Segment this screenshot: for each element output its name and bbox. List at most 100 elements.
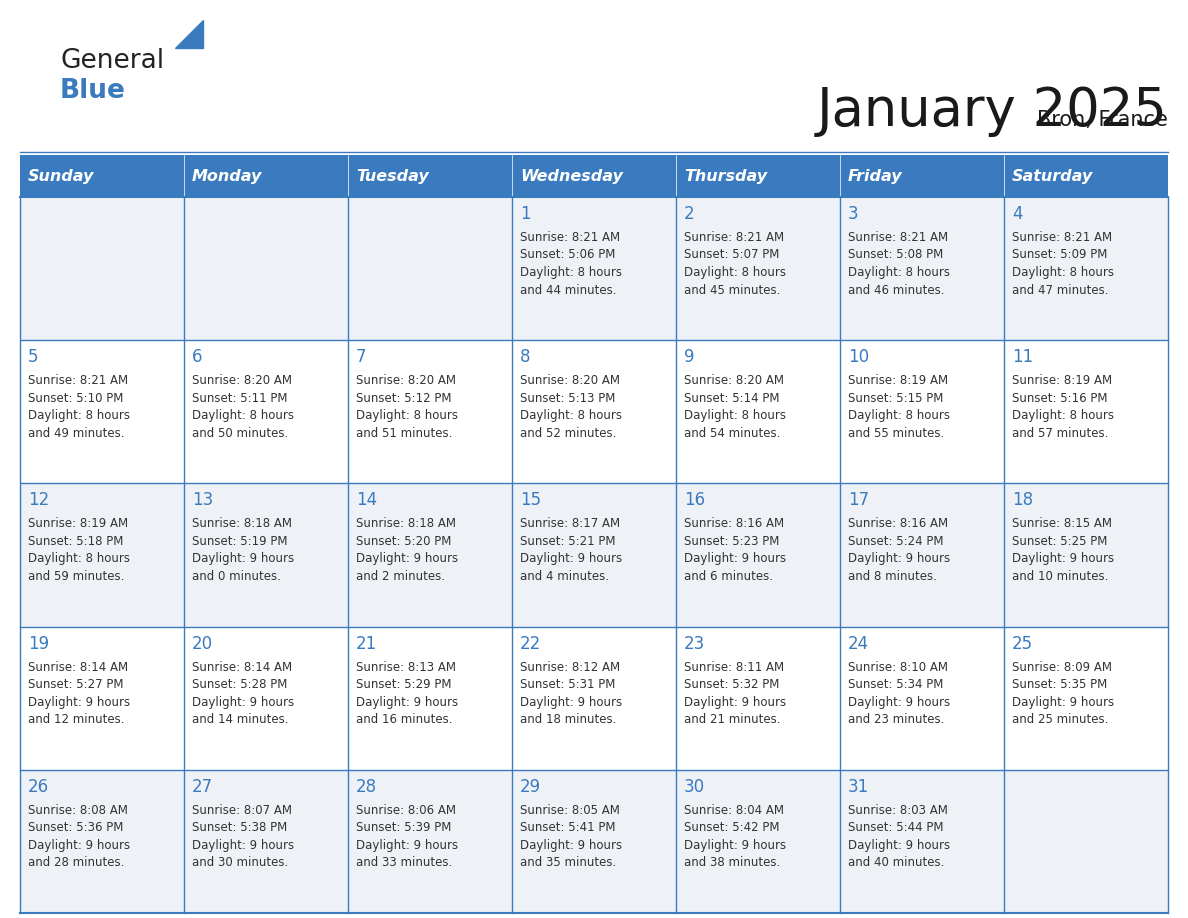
Text: Sunrise: 8:20 AM: Sunrise: 8:20 AM — [192, 375, 292, 387]
Text: Blue: Blue — [61, 78, 126, 104]
Text: 26: 26 — [29, 778, 49, 796]
Text: Daylight: 9 hours: Daylight: 9 hours — [192, 696, 295, 709]
Text: Daylight: 9 hours: Daylight: 9 hours — [356, 839, 459, 852]
Text: Daylight: 8 hours: Daylight: 8 hours — [29, 553, 129, 565]
Text: 12: 12 — [29, 491, 49, 509]
Text: 16: 16 — [684, 491, 706, 509]
Bar — [840, 770, 1004, 913]
Bar — [184, 770, 348, 913]
Bar — [840, 627, 1004, 770]
Bar — [512, 155, 676, 197]
Text: Friday: Friday — [848, 169, 903, 184]
Text: 15: 15 — [520, 491, 541, 509]
Text: Sunset: 5:21 PM: Sunset: 5:21 PM — [520, 535, 615, 548]
Bar — [348, 197, 512, 341]
Text: Sunset: 5:38 PM: Sunset: 5:38 PM — [192, 822, 287, 834]
Bar — [348, 770, 512, 913]
Bar — [676, 627, 840, 770]
Text: Daylight: 8 hours: Daylight: 8 hours — [1012, 409, 1114, 422]
Text: and 14 minutes.: and 14 minutes. — [192, 713, 289, 726]
Text: and 8 minutes.: and 8 minutes. — [848, 570, 937, 583]
Bar — [20, 197, 184, 341]
Text: Sunrise: 8:14 AM: Sunrise: 8:14 AM — [192, 661, 292, 674]
Bar — [676, 484, 840, 627]
Text: Daylight: 8 hours: Daylight: 8 hours — [520, 266, 623, 279]
Text: Sunset: 5:13 PM: Sunset: 5:13 PM — [520, 392, 615, 405]
Bar — [1004, 770, 1168, 913]
Text: Daylight: 8 hours: Daylight: 8 hours — [848, 266, 950, 279]
Text: and 51 minutes.: and 51 minutes. — [356, 427, 453, 440]
Text: Daylight: 8 hours: Daylight: 8 hours — [684, 266, 786, 279]
Bar — [20, 627, 184, 770]
Bar — [512, 197, 676, 341]
Text: Sunday: Sunday — [29, 169, 94, 184]
Text: and 30 minutes.: and 30 minutes. — [192, 856, 289, 869]
Text: Sunrise: 8:21 AM: Sunrise: 8:21 AM — [29, 375, 128, 387]
Text: Daylight: 8 hours: Daylight: 8 hours — [29, 409, 129, 422]
Bar — [348, 341, 512, 484]
Text: Sunset: 5:10 PM: Sunset: 5:10 PM — [29, 392, 124, 405]
Text: Sunset: 5:25 PM: Sunset: 5:25 PM — [1012, 535, 1107, 548]
Bar — [184, 484, 348, 627]
Text: and 25 minutes.: and 25 minutes. — [1012, 713, 1108, 726]
Text: Sunrise: 8:20 AM: Sunrise: 8:20 AM — [684, 375, 784, 387]
Text: and 59 minutes.: and 59 minutes. — [29, 570, 125, 583]
Text: Daylight: 9 hours: Daylight: 9 hours — [1012, 696, 1114, 709]
Text: and 46 minutes.: and 46 minutes. — [848, 284, 944, 297]
Text: 3: 3 — [848, 205, 859, 223]
Text: Sunset: 5:07 PM: Sunset: 5:07 PM — [684, 249, 779, 262]
Text: Daylight: 9 hours: Daylight: 9 hours — [192, 553, 295, 565]
Text: Sunrise: 8:21 AM: Sunrise: 8:21 AM — [684, 231, 784, 244]
Text: Sunrise: 8:09 AM: Sunrise: 8:09 AM — [1012, 661, 1112, 674]
Text: General: General — [61, 48, 164, 74]
Text: and 33 minutes.: and 33 minutes. — [356, 856, 453, 869]
Text: Sunrise: 8:10 AM: Sunrise: 8:10 AM — [848, 661, 948, 674]
Text: Daylight: 9 hours: Daylight: 9 hours — [684, 696, 786, 709]
Text: Sunset: 5:06 PM: Sunset: 5:06 PM — [520, 249, 615, 262]
Text: Sunset: 5:39 PM: Sunset: 5:39 PM — [356, 822, 451, 834]
Text: Sunset: 5:29 PM: Sunset: 5:29 PM — [356, 678, 451, 691]
Bar — [840, 341, 1004, 484]
Bar — [348, 627, 512, 770]
Text: Sunset: 5:41 PM: Sunset: 5:41 PM — [520, 822, 615, 834]
Text: 5: 5 — [29, 348, 38, 366]
Text: Daylight: 9 hours: Daylight: 9 hours — [520, 553, 623, 565]
Text: Daylight: 9 hours: Daylight: 9 hours — [520, 696, 623, 709]
Text: Sunrise: 8:12 AM: Sunrise: 8:12 AM — [520, 661, 620, 674]
Text: and 18 minutes.: and 18 minutes. — [520, 713, 617, 726]
Text: Sunset: 5:32 PM: Sunset: 5:32 PM — [684, 678, 779, 691]
Text: 27: 27 — [192, 778, 213, 796]
Text: Daylight: 9 hours: Daylight: 9 hours — [848, 839, 950, 852]
Text: and 4 minutes.: and 4 minutes. — [520, 570, 609, 583]
Text: Daylight: 9 hours: Daylight: 9 hours — [520, 839, 623, 852]
Text: 25: 25 — [1012, 634, 1034, 653]
Bar — [1004, 341, 1168, 484]
Bar — [512, 341, 676, 484]
Text: Daylight: 9 hours: Daylight: 9 hours — [848, 553, 950, 565]
Text: Daylight: 9 hours: Daylight: 9 hours — [356, 553, 459, 565]
Text: Sunset: 5:12 PM: Sunset: 5:12 PM — [356, 392, 451, 405]
Text: Sunset: 5:34 PM: Sunset: 5:34 PM — [848, 678, 943, 691]
Bar — [348, 484, 512, 627]
Text: Sunrise: 8:21 AM: Sunrise: 8:21 AM — [520, 231, 620, 244]
Text: Daylight: 9 hours: Daylight: 9 hours — [684, 553, 786, 565]
Text: and 38 minutes.: and 38 minutes. — [684, 856, 781, 869]
Text: Sunset: 5:24 PM: Sunset: 5:24 PM — [848, 535, 943, 548]
Text: 4: 4 — [1012, 205, 1023, 223]
Text: Sunset: 5:09 PM: Sunset: 5:09 PM — [1012, 249, 1107, 262]
Text: and 57 minutes.: and 57 minutes. — [1012, 427, 1108, 440]
Text: 1: 1 — [520, 205, 531, 223]
Text: Sunrise: 8:16 AM: Sunrise: 8:16 AM — [684, 518, 784, 531]
Text: Thursday: Thursday — [684, 169, 767, 184]
Text: and 6 minutes.: and 6 minutes. — [684, 570, 773, 583]
Text: 28: 28 — [356, 778, 377, 796]
Text: and 0 minutes.: and 0 minutes. — [192, 570, 280, 583]
Text: 19: 19 — [29, 634, 49, 653]
Text: Sunset: 5:14 PM: Sunset: 5:14 PM — [684, 392, 779, 405]
Text: Sunset: 5:27 PM: Sunset: 5:27 PM — [29, 678, 124, 691]
Bar — [676, 197, 840, 341]
Bar — [20, 155, 184, 197]
Bar — [676, 155, 840, 197]
Text: 8: 8 — [520, 348, 531, 366]
Text: and 35 minutes.: and 35 minutes. — [520, 856, 617, 869]
